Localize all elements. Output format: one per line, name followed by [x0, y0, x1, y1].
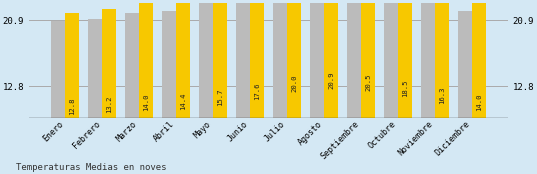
Bar — [273, 0, 287, 118]
Text: 14.4: 14.4 — [180, 92, 186, 110]
Bar — [361, 0, 375, 118]
Bar — [139, 3, 154, 118]
Bar — [347, 0, 361, 118]
Bar — [102, 9, 117, 118]
Bar — [458, 11, 471, 118]
Text: 16.3: 16.3 — [439, 86, 445, 104]
Text: 14.0: 14.0 — [143, 93, 149, 111]
Bar — [213, 0, 227, 118]
Text: 20.0: 20.0 — [291, 75, 297, 92]
Bar — [398, 0, 412, 118]
Bar — [287, 0, 301, 118]
Text: 12.8: 12.8 — [69, 97, 75, 114]
Text: 14.0: 14.0 — [476, 93, 482, 111]
Text: 13.2: 13.2 — [106, 96, 112, 113]
Bar — [250, 0, 264, 118]
Text: 20.5: 20.5 — [365, 73, 371, 90]
Bar — [162, 11, 176, 118]
Bar — [383, 0, 398, 118]
Text: 17.6: 17.6 — [254, 82, 260, 100]
Bar — [66, 13, 79, 118]
Bar — [236, 0, 250, 118]
Bar — [88, 19, 102, 118]
Bar — [51, 21, 65, 118]
Bar — [125, 13, 139, 118]
Text: 15.7: 15.7 — [217, 88, 223, 105]
Text: 20.9: 20.9 — [328, 72, 334, 89]
Bar — [310, 0, 324, 118]
Bar — [324, 0, 338, 118]
Bar — [199, 1, 213, 118]
Bar — [472, 3, 486, 118]
Text: 18.5: 18.5 — [402, 79, 408, 97]
Bar — [435, 0, 449, 118]
Bar — [420, 0, 435, 118]
Text: Temperaturas Medias en noves: Temperaturas Medias en noves — [16, 163, 166, 172]
Bar — [176, 0, 190, 118]
